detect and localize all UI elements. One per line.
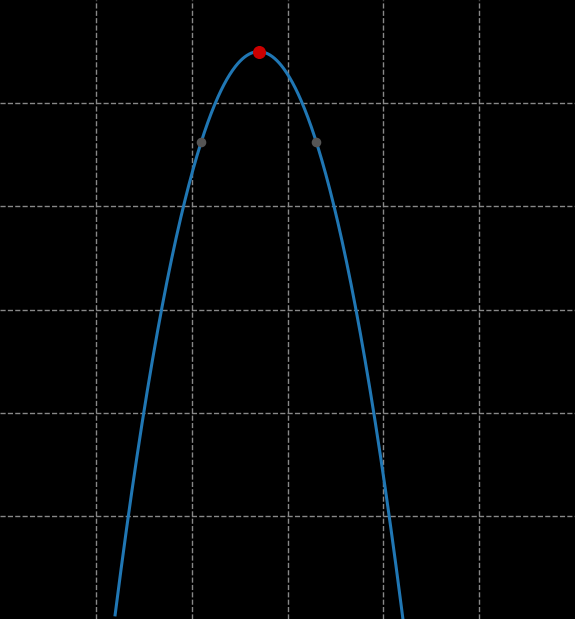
- Point: [254, 46, 263, 56]
- Point: [197, 137, 206, 147]
- Point: [312, 137, 321, 147]
